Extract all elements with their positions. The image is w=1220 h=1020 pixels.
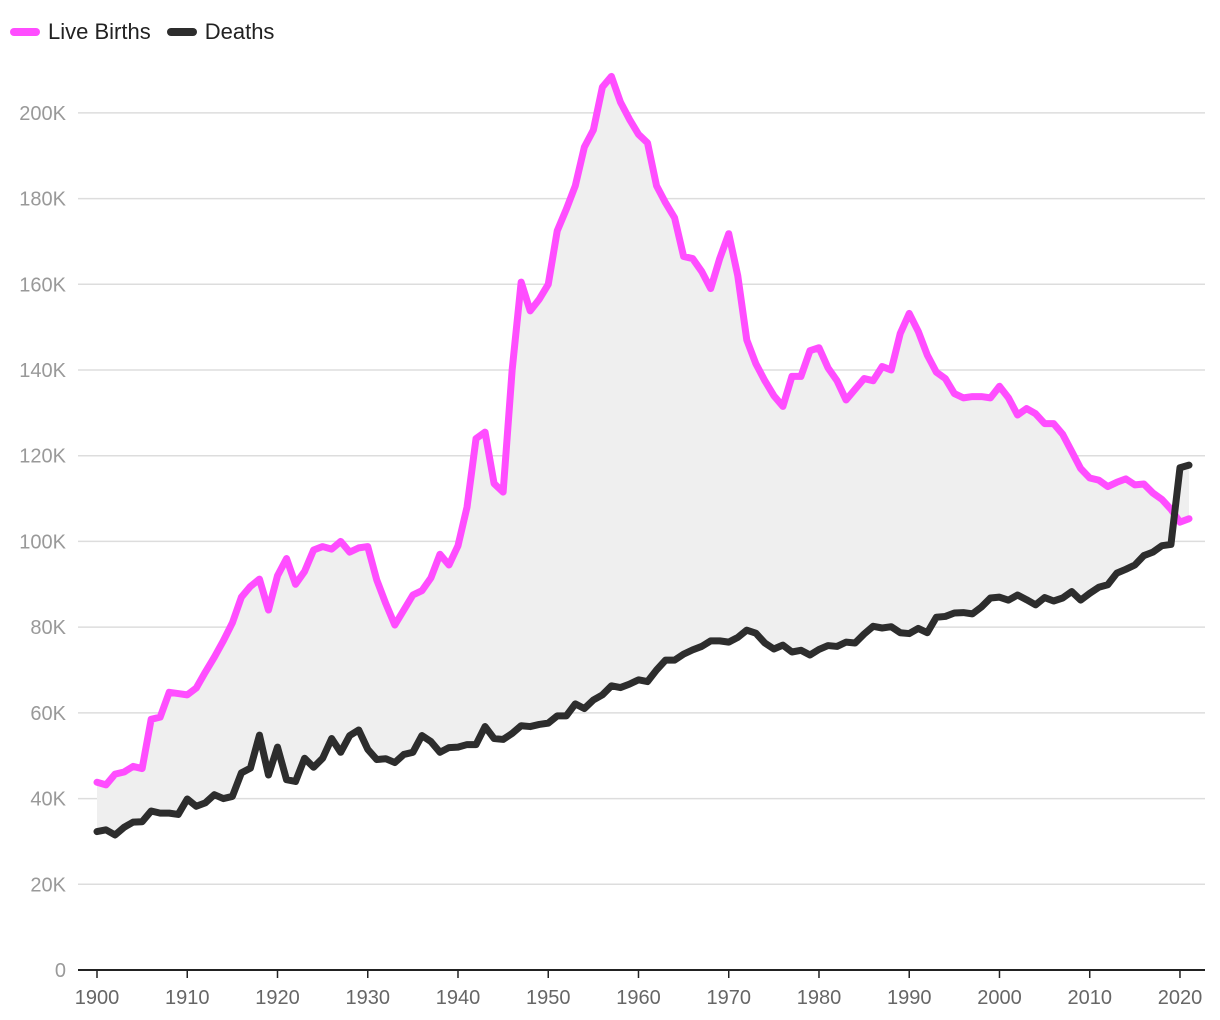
x-tick-label-12: 2020 bbox=[1158, 987, 1203, 1009]
y-tick-label-4: 80K bbox=[30, 617, 66, 639]
legend-item-live-births[interactable]: Live Births bbox=[10, 18, 151, 46]
y-tick-label-5: 100K bbox=[19, 531, 66, 553]
x-tick-label-10: 2000 bbox=[977, 987, 1022, 1009]
x-tick-label-9: 1990 bbox=[887, 987, 932, 1009]
x-tick-label-0: 1900 bbox=[75, 987, 120, 1009]
y-tick-label-10: 200K bbox=[19, 103, 66, 125]
y-tick-label-3: 60K bbox=[30, 703, 66, 725]
x-tick-label-2: 1920 bbox=[255, 987, 300, 1009]
series-layer bbox=[93, 72, 1193, 839]
y-tick-label-0: 0 bbox=[55, 960, 66, 982]
y-tick-label-9: 180K bbox=[19, 189, 66, 211]
y-tick-label-1: 20K bbox=[30, 874, 66, 896]
x-tick-label-8: 1980 bbox=[797, 987, 842, 1009]
x-tick-label-7: 1970 bbox=[706, 987, 751, 1009]
label-layer: 0 20K 40K 60K 80K 100K 120K 140K 160K 180K 200K 190… bbox=[19, 103, 1202, 1009]
fill-layer bbox=[97, 76, 1189, 835]
legend-label-live-births: Live Births bbox=[48, 19, 151, 44]
series-line-live-births[interactable] bbox=[93, 72, 1193, 789]
y-tick-label-8: 160K bbox=[19, 274, 66, 296]
x-tick-label-4: 1940 bbox=[436, 987, 481, 1009]
x-tick-label-6: 1960 bbox=[616, 987, 661, 1009]
x-tick-label-1: 1910 bbox=[165, 987, 210, 1009]
area-between-series bbox=[97, 76, 1189, 835]
y-tick-label-7: 140K bbox=[19, 360, 66, 382]
x-tick-label-5: 1950 bbox=[526, 987, 571, 1009]
live-births-swatch bbox=[10, 28, 40, 36]
y-tick-label-6: 120K bbox=[19, 446, 66, 468]
legend-item-deaths[interactable]: Deaths bbox=[166, 18, 275, 46]
chart-legend: Live Births Deaths bbox=[10, 18, 274, 46]
legend-label-deaths: Deaths bbox=[204, 19, 275, 44]
x-tick-label-11: 2010 bbox=[1067, 987, 1112, 1009]
deaths-swatch bbox=[166, 28, 197, 36]
axis-layer bbox=[78, 969, 1205, 978]
y-tick-label-2: 40K bbox=[30, 789, 66, 811]
series-line-deaths[interactable] bbox=[93, 461, 1193, 839]
x-tick-label-3: 1930 bbox=[345, 987, 390, 1009]
